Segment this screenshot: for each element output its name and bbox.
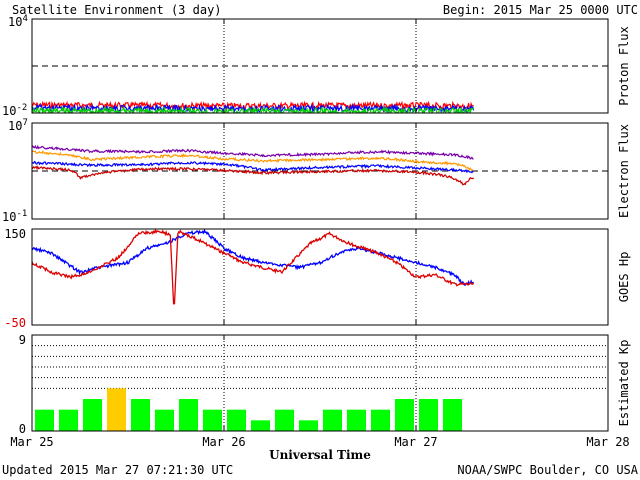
y-tick-bottom: 10-1 [2,209,27,224]
y-tick-top: 150 [4,227,26,241]
x-tick-mar28: Mar 28 [586,435,629,449]
kp-bar [83,399,102,431]
x-tick-mar26: Mar 26 [202,435,245,449]
series-line [32,105,475,113]
y-tick-top: 107 [8,118,28,133]
credit: NOAA/SWPC Boulder, CO USA [457,463,638,477]
panel-frame [31,18,609,114]
x-tick-mar25: Mar 25 [10,435,53,449]
panel-frame [31,334,609,432]
series-line [32,150,475,173]
proton-flux-panel: 104 10-2 Proton Flux [2,14,631,118]
panels: 104 10-2 Proton Flux 107 10-1 Electron Flux 15… [2,14,631,436]
panel-frame [31,228,609,326]
x-axis-label: Universal Time [269,448,371,462]
series-line [32,229,475,305]
goes-hp-ylabel: GOES Hp [617,252,631,303]
estimated-kp-panel: 9 0 Estimated Kp [19,333,631,436]
begin-time: Begin: 2015 Mar 25 0000 UTC [443,3,638,17]
series-line [32,229,474,287]
kp-bar [131,399,150,431]
series-line [32,100,474,111]
plot-title: Satellite Environment (3 day) [12,3,222,17]
kp-bar [107,388,126,431]
kp-bar [155,409,174,431]
series-line [32,144,474,160]
goes-hp-panel: 150 -50 GOES Hp [4,227,631,330]
panel-frame [31,122,609,220]
kp-bar [203,409,222,431]
proton-flux-ylabel: Proton Flux [617,26,631,105]
kp-bar [419,399,438,431]
kp-bar [59,409,78,431]
y-tick-top: 9 [19,333,26,347]
y-tick-top: 104 [8,14,28,29]
kp-bar [347,409,366,431]
kp-bar [395,399,414,431]
series-line [32,160,474,174]
kp-bar [323,409,342,431]
y-tick-bottom: 0 [19,422,26,436]
electron-flux-panel: 107 10-1 Electron Flux [2,118,631,224]
kp-bar [227,409,246,431]
series-line [32,165,475,186]
kp-bar [275,409,294,431]
kp-bar [443,399,462,431]
y-tick-bottom: 10-2 [2,103,27,118]
updated-timestamp: Updated 2015 Mar 27 07:21:30 UTC [2,463,233,477]
estimated-kp-ylabel: Estimated Kp [617,340,631,427]
kp-bar [179,399,198,431]
y-tick-bottom: -50 [4,316,26,330]
kp-bar [299,420,318,431]
kp-bar [35,409,54,431]
electron-flux-ylabel: Electron Flux [617,124,631,218]
x-tick-mar27: Mar 27 [394,435,437,449]
kp-bar [371,409,390,431]
kp-bar [251,420,270,431]
